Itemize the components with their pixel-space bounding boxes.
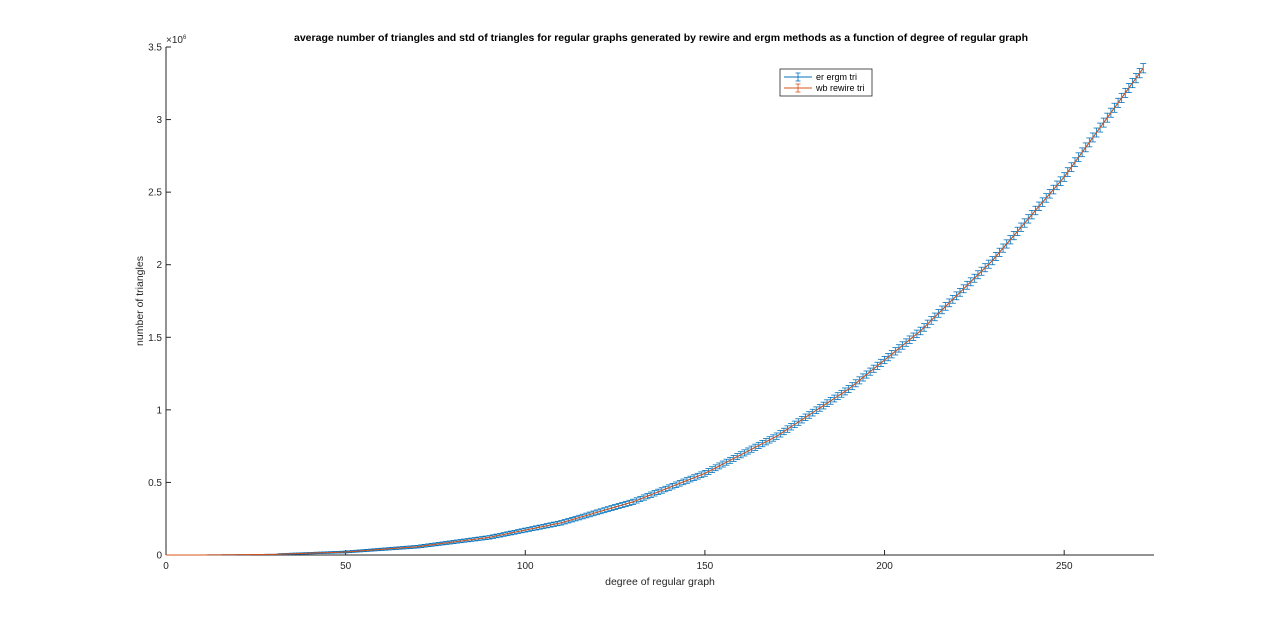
axes: 0 50 100 150 200 250 0 0.5 1 1.5 2 2.5 3 3.5 ×106 [148,35,1154,572]
x-tick-label: 50 [340,561,352,572]
y-tick-label: 3 [156,115,162,126]
x-tick-label: 200 [876,561,893,572]
legend-swatch-er-ergm-tri [784,72,812,82]
legend-swatch-wb-rewire-tri [784,83,812,93]
chart-title: average number of triangles and std of t… [294,32,1028,44]
y-tick-label: 2.5 [148,188,162,199]
y-tick-label: 2 [156,260,162,271]
y-tick-label: 0.5 [148,478,162,489]
legend-entry-label: wb rewire tri [815,83,865,93]
y-tick-label: 0 [156,551,162,562]
series-wb-rewire-tri-line [166,67,1144,556]
y-tick-label: 1 [156,405,162,416]
x-tick-label: 0 [163,561,169,572]
legend-box [779,68,873,97]
x-tick-label: 100 [517,561,534,572]
series-layer [166,63,1147,556]
x-tick-label: 250 [1056,561,1073,572]
y-axis-label: number of triangles [134,256,146,346]
x-axis-label: degree of regular graph [605,576,715,588]
x-tick-label: 150 [697,561,714,572]
y-tick-label: 3.5 [148,43,162,54]
series-wb-rewire-tri [166,67,1144,556]
legend-entry-label: er ergm tri [816,72,857,82]
y-exponent-power: 6 [183,35,187,41]
y-tick-label: 1.5 [148,333,162,344]
y-exponent-label: ×106 [166,35,187,46]
